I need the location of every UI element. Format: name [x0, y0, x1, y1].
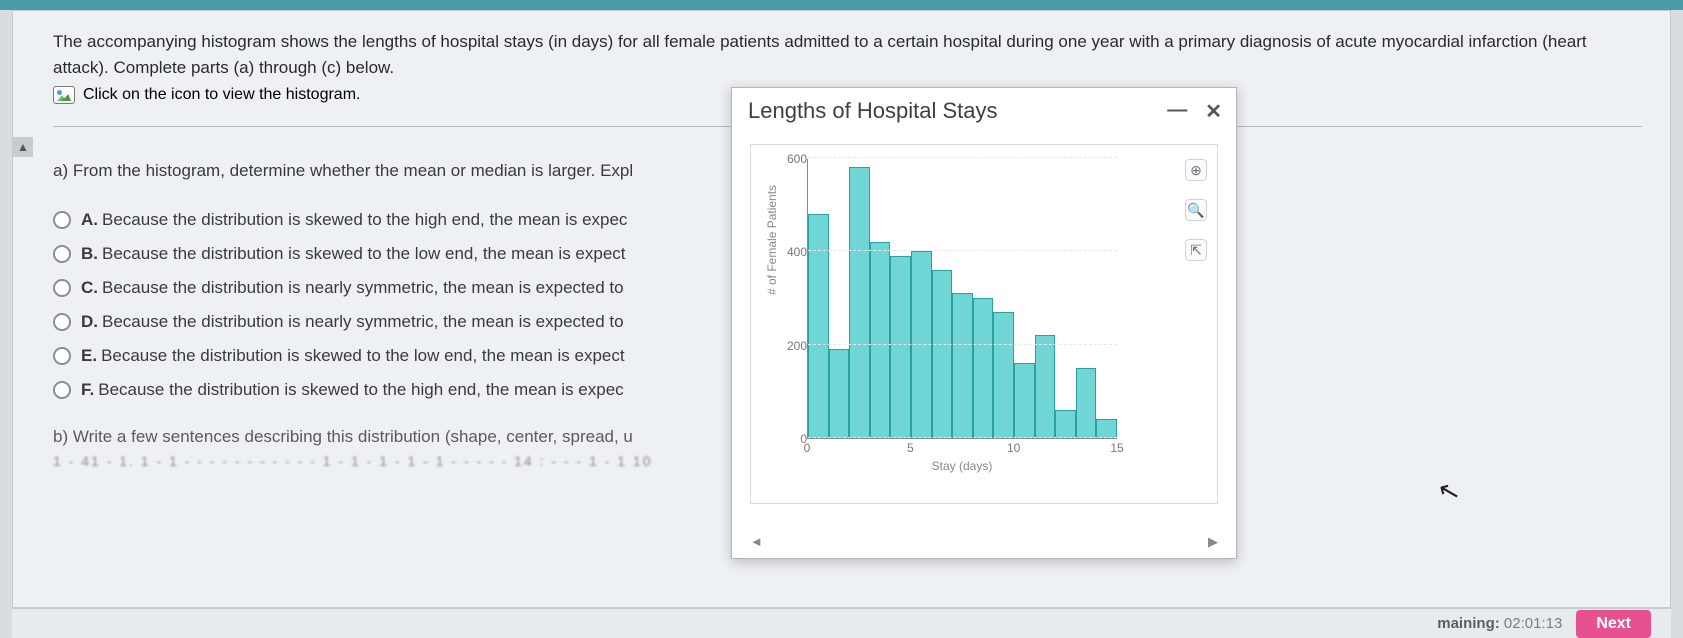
- x-axis-label: Stay (days): [807, 459, 1117, 473]
- chart-area: [807, 159, 1117, 439]
- image-icon: [53, 86, 75, 104]
- scroll-up-button[interactable]: ▲: [13, 137, 33, 157]
- footer-bar: maining: 02:01:13 Next: [12, 608, 1671, 638]
- popup-titlebar[interactable]: Lengths of Hospital Stays — ✕: [732, 88, 1236, 126]
- histogram-bar: [1096, 419, 1117, 438]
- question-panel: ▲ The accompanying histogram shows the l…: [12, 10, 1671, 608]
- histogram-bar: [1076, 368, 1097, 438]
- y-axis-label: # of Female Patients: [765, 185, 779, 295]
- radio-icon[interactable]: [53, 279, 71, 297]
- next-button[interactable]: Next: [1576, 610, 1651, 638]
- histogram-link-text: Click on the icon to view the histogram.: [83, 86, 360, 104]
- cursor-icon: ↖: [1435, 474, 1464, 510]
- popup-title: Lengths of Hospital Stays: [748, 98, 997, 124]
- popup-nav: ◄ ▶: [750, 534, 1218, 550]
- close-icon[interactable]: ✕: [1205, 99, 1222, 124]
- radio-icon[interactable]: [53, 211, 71, 229]
- histogram-bar: [911, 251, 932, 438]
- y-axis-ticks: 0200400600: [781, 159, 807, 439]
- chart-tools: ⊕ 🔍 ⇱: [1185, 159, 1207, 261]
- histogram-bar: [808, 214, 829, 438]
- radio-icon[interactable]: [53, 381, 71, 399]
- time-remaining: maining: 02:01:13: [1437, 615, 1562, 632]
- expand-icon[interactable]: ⇱: [1185, 239, 1207, 261]
- histogram-bar: [829, 349, 850, 438]
- histogram-bar: [952, 293, 973, 438]
- histogram-bars: [808, 159, 1117, 438]
- app-header-bar: [0, 0, 1683, 10]
- histogram-bar: [870, 242, 891, 438]
- chart-card: ⊕ 🔍 ⇱ # of Female Patients 0200400600 05…: [750, 144, 1218, 504]
- histogram-bar: [932, 270, 953, 438]
- plot-region: [807, 159, 1117, 439]
- radio-icon[interactable]: [53, 347, 71, 365]
- histogram-bar: [890, 256, 911, 438]
- histogram-bar: [1014, 363, 1035, 438]
- nav-prev-icon[interactable]: ◄: [750, 534, 763, 550]
- histogram-popup: Lengths of Hospital Stays — ✕ ⊕ 🔍 ⇱ # of…: [731, 87, 1237, 559]
- radio-icon[interactable]: [53, 313, 71, 331]
- radio-icon[interactable]: [53, 245, 71, 263]
- histogram-bar: [993, 312, 1014, 438]
- minimize-icon[interactable]: —: [1167, 99, 1187, 124]
- histogram-bar: [973, 298, 994, 438]
- zoom-in-icon[interactable]: ⊕: [1185, 159, 1207, 181]
- zoom-out-icon[interactable]: 🔍: [1185, 199, 1207, 221]
- histogram-bar: [849, 167, 870, 438]
- histogram-bar: [1055, 410, 1076, 438]
- histogram-bar: [1035, 335, 1056, 438]
- problem-statement: The accompanying histogram shows the len…: [53, 29, 1642, 80]
- nav-next-icon[interactable]: ▶: [1208, 534, 1218, 550]
